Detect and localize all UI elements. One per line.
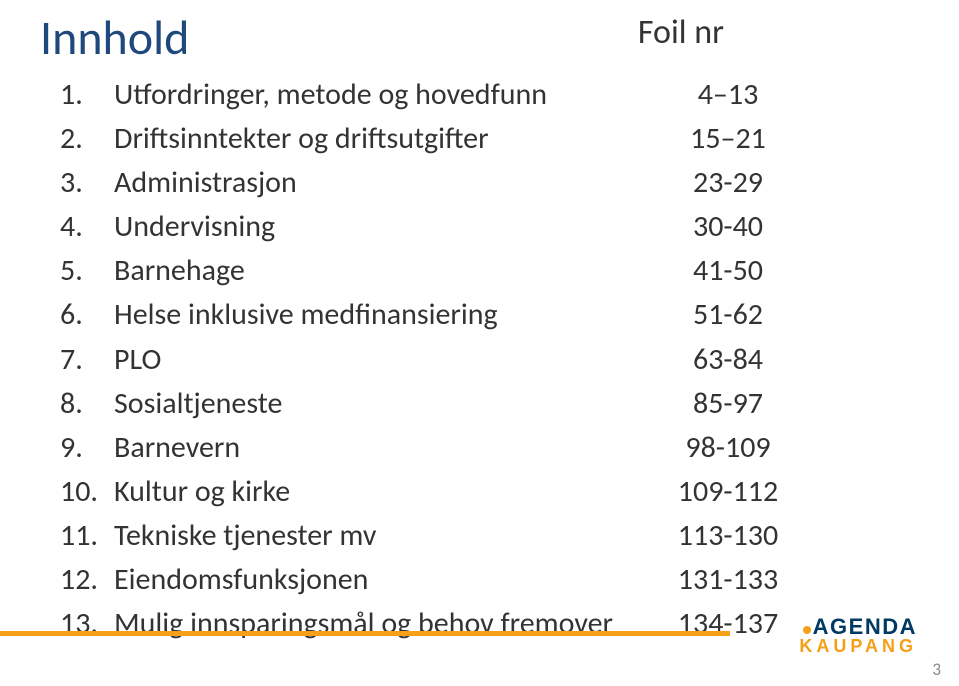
toc-row-number: 2. [60,117,114,161]
column-heading: Foil nr [638,12,724,53]
slide-page: Innhold Foil nr 1.Utfordringer, metode o… [0,0,959,686]
toc-row-label: Barnehage [114,249,658,293]
toc-row: 9.Barnevern98-109 [60,426,899,470]
toc-row-number: 9. [60,426,114,470]
toc-row-number: 12. [60,558,114,602]
toc-row: 11.Tekniske tjenester mv113-130 [60,514,899,558]
toc-row-number: 1. [60,73,114,117]
toc-row: 7.PLO63-84 [60,338,899,382]
toc-row-label: Eiendomsfunksjonen [114,558,658,602]
toc-row-value: 109-112 [658,470,798,514]
toc-row: 4.Undervisning30-40 [60,205,899,249]
toc-row-value: 30-40 [658,205,798,249]
divider-line [0,631,730,636]
toc-row-label: Mulig innsparingsmål og behov fremover [114,602,658,646]
toc-row-number: 7. [60,338,114,382]
toc-row-value: 63-84 [658,338,798,382]
logo: AGENDA KAUPANG [799,617,917,654]
toc-row-value: 4–13 [658,73,798,117]
toc-row-value: 85-97 [658,382,798,426]
toc-row-label: Barnevern [114,426,658,470]
toc-row: 3.Administrasjon23-29 [60,161,899,205]
toc-row-value: 113-130 [658,514,798,558]
toc-row-number: 13. [60,602,114,646]
toc-row-number: 3. [60,161,114,205]
toc-row-label: Administrasjon [114,161,658,205]
page-number: 3 [932,659,941,680]
toc-row-value: 23-29 [658,161,798,205]
page-title: Innhold [40,8,899,67]
toc-row-label: Sosialtjeneste [114,382,658,426]
toc-row: 5.Barnehage41-50 [60,249,899,293]
toc-row: 12.Eiendomsfunksjonen131-133 [60,558,899,602]
toc-row-number: 5. [60,249,114,293]
toc-row: 1.Utfordringer, metode og hovedfunn4–13 [60,73,899,117]
toc-row: 13.Mulig innsparingsmål og behov fremove… [60,602,899,646]
toc-row-label: Tekniske tjenester mv [114,514,658,558]
toc-row-number: 8. [60,382,114,426]
toc-row-value: 51-62 [658,293,798,337]
toc-row-value: 134-137 [658,602,798,646]
toc-row-label: Driftsinntekter og driftsutgifter [114,117,658,161]
toc-row-number: 10. [60,470,114,514]
toc-list: 1.Utfordringer, metode og hovedfunn4–132… [60,73,899,646]
toc-row: 10.Kultur og kirke109-112 [60,470,899,514]
toc-row: 2.Driftsinntekter og driftsutgifter15–21 [60,117,899,161]
logo-line1: AGENDA [799,617,917,637]
toc-row-number: 11. [60,514,114,558]
logo-line2: KAUPANG [799,638,917,654]
toc-row: 6.Helse inklusive medfinansiering51-62 [60,293,899,337]
toc-row-value: 15–21 [658,117,798,161]
toc-row-number: 4. [60,205,114,249]
toc-row-value: 41-50 [658,249,798,293]
toc-row: 8.Sosialtjeneste85-97 [60,382,899,426]
toc-row-number: 6. [60,293,114,337]
toc-row-value: 131-133 [658,558,798,602]
toc-row-label: PLO [114,338,658,382]
toc-row-label: Utfordringer, metode og hovedfunn [114,73,658,117]
logo-dot-icon [803,626,811,634]
toc-row-label: Undervisning [114,205,658,249]
toc-row-value: 98-109 [658,426,798,470]
toc-row-label: Kultur og kirke [114,470,658,514]
toc-row-label: Helse inklusive medfinansiering [114,293,658,337]
